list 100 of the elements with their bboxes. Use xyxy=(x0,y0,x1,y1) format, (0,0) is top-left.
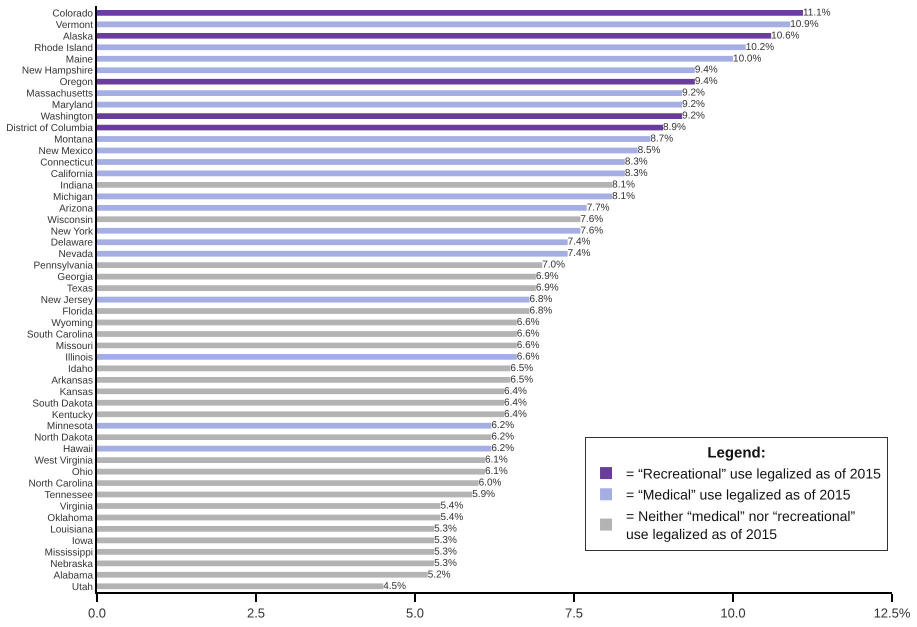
data-label: 7.6% xyxy=(580,225,604,236)
data-label: 6.1% xyxy=(484,454,508,466)
y-tick-label: Oklahoma xyxy=(47,512,94,524)
bar xyxy=(97,90,682,96)
data-label: 6.5% xyxy=(510,362,534,374)
y-tick-label: Virginia xyxy=(60,501,94,512)
bar xyxy=(97,21,790,28)
y-tick-label: Maine xyxy=(66,54,94,66)
y-tick-label: Oregon xyxy=(60,77,93,88)
y-tick-label: District of Columbia xyxy=(6,123,94,134)
bar xyxy=(97,308,530,314)
y-tick-label: Mississippi xyxy=(44,547,93,558)
y-tick-label: New York xyxy=(50,226,94,238)
bar xyxy=(97,102,682,108)
data-label: 8.1% xyxy=(612,190,636,202)
data-label: 6.6% xyxy=(516,340,540,351)
bar xyxy=(97,400,504,406)
y-tick-label: Wyoming xyxy=(51,318,93,330)
bar xyxy=(97,136,650,142)
bar xyxy=(97,422,492,429)
x-tick-label: 10.0 xyxy=(720,606,746,621)
data-label: 5.9% xyxy=(472,489,496,500)
data-label: 5.4% xyxy=(440,512,464,523)
bar xyxy=(97,124,664,130)
data-label: 6.8% xyxy=(529,294,552,306)
x-tick-label: 5.0 xyxy=(406,606,424,621)
y-tick-label: California xyxy=(50,168,94,180)
legend-label: = “Recreational” use legalized as of 2015 xyxy=(626,466,882,482)
bar xyxy=(97,434,492,440)
bar xyxy=(97,468,485,474)
bar xyxy=(97,492,472,498)
legend-label: = “Medical” use legalized as of 2015 xyxy=(626,486,851,503)
data-label: 10.2% xyxy=(746,42,774,53)
y-tick-label: Arkansas xyxy=(51,375,93,386)
y-tick-label: Pennsylvania xyxy=(34,260,94,272)
bar xyxy=(97,239,568,246)
y-tick-label: Colorado xyxy=(52,8,94,20)
bar xyxy=(97,503,440,509)
bar xyxy=(97,583,384,590)
x-tick-label: 7.5 xyxy=(564,606,584,621)
y-tick-label: Connecticut xyxy=(40,157,94,168)
data-label: 4.5% xyxy=(383,580,406,592)
data-label: 7.0% xyxy=(542,260,566,271)
bar xyxy=(97,56,733,62)
y-tick-label: Georgia xyxy=(57,272,94,284)
bar xyxy=(97,480,479,486)
bar xyxy=(97,204,587,211)
data-label: 6.6% xyxy=(516,317,540,328)
data-label: 5.3% xyxy=(434,546,457,558)
data-label: 8.9% xyxy=(663,122,686,134)
bar xyxy=(97,457,485,463)
data-label: 9.2% xyxy=(682,99,706,110)
data-label: 7.7% xyxy=(586,202,610,214)
data-label: 6.2% xyxy=(491,432,514,443)
data-label: 6.9% xyxy=(536,282,559,294)
y-tick-label: South Dakota xyxy=(32,398,94,410)
data-label: 6.4% xyxy=(504,408,527,420)
y-tick-label: Hawaii xyxy=(62,444,93,456)
bar xyxy=(97,549,434,555)
y-tick-label: Idaho xyxy=(68,364,94,375)
y-tick-label: Montana xyxy=(54,134,94,146)
data-label: 9.2% xyxy=(682,110,706,122)
y-tick-label: North Carolina xyxy=(28,478,94,490)
data-label: 7.4% xyxy=(568,248,591,260)
y-tick-label: Indiana xyxy=(60,180,94,192)
y-tick-label: Rhode Island xyxy=(34,42,93,54)
data-label: 9.4% xyxy=(694,64,718,76)
bar xyxy=(97,446,492,452)
y-tick-label: Florida xyxy=(62,306,94,318)
bar xyxy=(97,354,517,360)
bar xyxy=(97,113,682,119)
bar xyxy=(97,216,580,222)
y-tick-label: New Mexico xyxy=(38,146,94,157)
bar xyxy=(97,148,638,154)
x-tick-label: 2.5 xyxy=(246,606,266,621)
data-label: 10.6% xyxy=(771,30,800,42)
bar xyxy=(97,159,625,165)
bar xyxy=(97,10,803,16)
bar xyxy=(97,44,746,50)
data-label: 6.1% xyxy=(484,466,508,478)
data-label: 5.2% xyxy=(428,569,451,580)
bar xyxy=(97,228,580,234)
y-tick-label: Iowa xyxy=(72,536,94,547)
bar xyxy=(97,514,440,520)
data-label: 6.2% xyxy=(491,443,514,454)
y-tick-label: West Virginia xyxy=(34,456,94,467)
y-tick-label: South Carolina xyxy=(26,329,94,340)
bar xyxy=(97,388,504,394)
y-tick-label: Vermont xyxy=(56,20,94,31)
bar xyxy=(97,170,625,176)
y-tick-label: Wisconsin xyxy=(47,214,93,226)
bar xyxy=(97,560,434,566)
bar xyxy=(97,296,530,302)
data-label: 7.6% xyxy=(580,214,604,225)
bar xyxy=(97,538,434,544)
y-tick-label: Tennessee xyxy=(44,490,94,502)
y-tick-label: Nevada xyxy=(58,249,94,260)
data-label: 8.3% xyxy=(624,168,648,179)
data-label: 10.0% xyxy=(733,53,762,64)
y-tick-label: Kansas xyxy=(60,386,93,398)
